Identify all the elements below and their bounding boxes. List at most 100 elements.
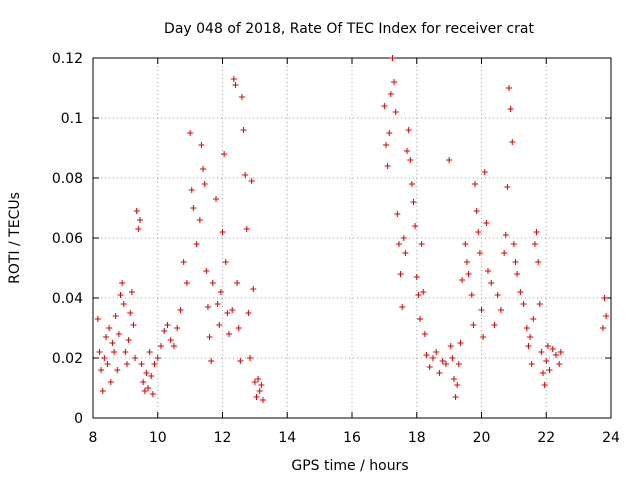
data-point	[136, 217, 143, 223]
data-point	[255, 376, 262, 382]
data-point	[601, 295, 608, 301]
data-point	[512, 259, 519, 265]
data-point	[483, 220, 490, 226]
data-point	[528, 361, 535, 367]
y-tick-label: 0.1	[61, 111, 83, 127]
data-point	[117, 292, 124, 298]
data-point	[177, 307, 184, 313]
y-tick-label: 0.08	[52, 171, 83, 187]
data-point	[502, 232, 509, 238]
data-point	[413, 274, 420, 280]
y-tick-labels: 0 0.02 0.04 0.06 0.08 0.1 0.12	[52, 51, 83, 427]
data-point	[455, 361, 462, 367]
data-point	[238, 94, 245, 100]
data-point	[245, 310, 252, 316]
data-point	[395, 241, 402, 247]
x-tick-label: 20	[473, 430, 491, 446]
data-point	[523, 325, 530, 331]
data-point	[107, 379, 114, 385]
data-point	[468, 292, 475, 298]
data-point	[247, 355, 254, 361]
data-point	[421, 331, 428, 337]
data-point	[251, 379, 258, 385]
data-point	[405, 127, 412, 133]
data-point	[429, 355, 436, 361]
data-point	[164, 322, 171, 328]
y-axis-label: ROTI / TECUs	[7, 192, 23, 284]
data-point	[130, 322, 137, 328]
data-point	[104, 361, 111, 367]
data-point	[543, 358, 550, 364]
data-point	[133, 208, 140, 214]
data-point	[423, 352, 430, 358]
data-point	[439, 358, 446, 364]
data-point	[476, 250, 483, 256]
data-point	[154, 355, 161, 361]
x-tick-label: 8	[89, 430, 98, 446]
data-point	[250, 286, 257, 292]
data-point	[145, 385, 152, 391]
data-point	[416, 316, 423, 322]
data-point	[243, 226, 250, 232]
chart-title: Day 048 of 2018, Rate Of TEC Index for r…	[164, 21, 534, 37]
grid-lines	[93, 58, 611, 418]
data-point	[94, 316, 101, 322]
data-point	[204, 304, 211, 310]
data-point	[146, 349, 153, 355]
data-point	[506, 85, 513, 91]
data-point	[504, 184, 511, 190]
data-point	[225, 331, 232, 337]
data-point	[533, 229, 540, 235]
y-tick-label: 0.12	[52, 51, 83, 67]
data-point	[418, 241, 425, 247]
data-point	[454, 382, 461, 388]
data-point	[206, 334, 213, 340]
data-point	[170, 343, 177, 349]
data-point	[132, 355, 139, 361]
data-point	[232, 82, 239, 88]
data-point	[180, 259, 187, 265]
data-point	[258, 382, 265, 388]
data-point	[253, 394, 260, 400]
data-point	[109, 340, 116, 346]
data-point	[141, 388, 148, 394]
data-point	[494, 292, 501, 298]
data-point	[128, 289, 135, 295]
data-point	[404, 148, 411, 154]
data-point	[407, 157, 414, 163]
data-point	[115, 331, 122, 337]
data-point	[187, 130, 194, 136]
data-point	[143, 370, 150, 376]
data-point	[221, 151, 228, 157]
data-point	[399, 304, 406, 310]
data-point	[190, 205, 197, 211]
data-point	[394, 211, 401, 217]
data-point	[122, 349, 129, 355]
data-point	[507, 106, 514, 112]
data-point	[224, 310, 231, 316]
data-point	[392, 109, 399, 115]
y-tick-label: 0.02	[52, 351, 83, 367]
data-point	[488, 280, 495, 286]
data-point	[148, 373, 155, 379]
y-tick-label: 0.06	[52, 231, 83, 247]
data-point	[552, 352, 559, 358]
data-point	[216, 322, 223, 328]
data-point	[402, 250, 409, 256]
data-point	[98, 367, 105, 373]
data-point	[389, 55, 396, 61]
data-point	[219, 229, 226, 235]
data-point	[229, 307, 236, 313]
data-point	[101, 355, 108, 361]
data-point	[183, 280, 190, 286]
data-point	[242, 172, 249, 178]
data-point	[201, 181, 208, 187]
data-point	[541, 382, 548, 388]
data-point	[473, 208, 480, 214]
data-point	[540, 370, 547, 376]
data-point	[217, 289, 224, 295]
data-point	[200, 166, 207, 172]
data-point	[525, 343, 532, 349]
data-point	[256, 388, 263, 394]
